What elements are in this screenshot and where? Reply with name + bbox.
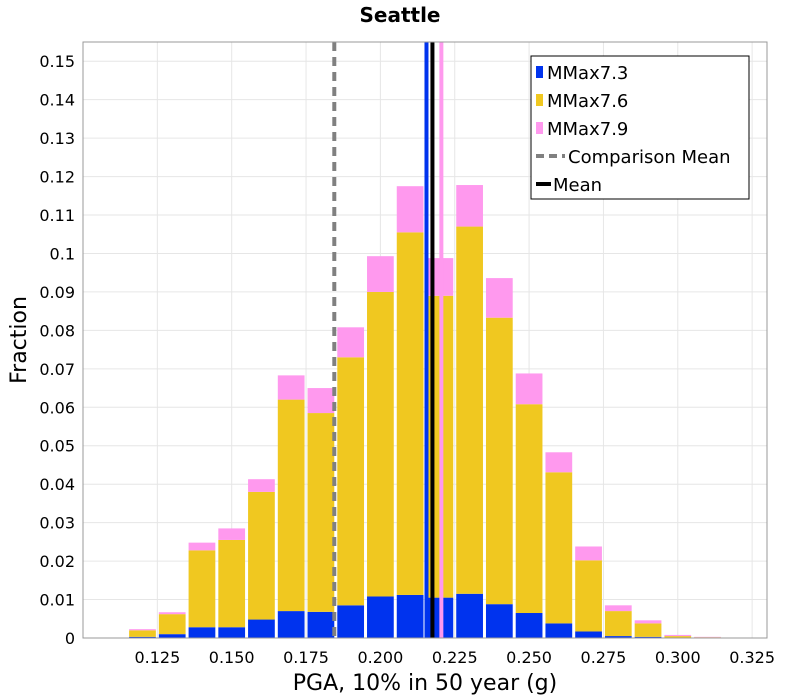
bar-mmax7-6-1 <box>158 614 186 635</box>
y-tick-label: 0 <box>65 629 75 648</box>
mean-lines <box>332 42 444 638</box>
legend-label-mmax7-9: MMax7.9 <box>547 119 628 140</box>
bar-mmax7-6-18 <box>664 636 692 638</box>
bar-mmax7-3-17 <box>634 636 662 638</box>
bar-mmax7-6-7 <box>337 357 365 606</box>
bar-mmax7-3-0 <box>129 636 156 638</box>
bar-mmax7-9-16 <box>604 605 632 612</box>
bar-mmax7-9-3 <box>218 528 246 540</box>
bar-mmax7-6-16 <box>604 611 632 637</box>
legend-swatch-mmax7-6 <box>536 94 543 106</box>
legend-label-comparison-mean: Comparison Mean <box>568 147 731 168</box>
bar-mmax7-9-2 <box>188 542 216 551</box>
bar-mmax7-6-8 <box>367 291 394 597</box>
bar-mmax7-3-13 <box>515 613 543 638</box>
bar-mmax7-3-2 <box>188 627 216 638</box>
y-tick-label: 0.03 <box>39 514 75 533</box>
y-tick-label: 0.06 <box>39 398 75 417</box>
bar-mmax7-9-5 <box>277 375 305 400</box>
y-tick-label: 0.12 <box>39 168 75 187</box>
y-tick-label: 0.05 <box>39 437 75 456</box>
bar-mmax7-3-1 <box>158 634 186 638</box>
y-tick-label: 0.08 <box>39 321 75 340</box>
y-tick-label: 0.04 <box>39 475 75 494</box>
y-tick-label: 0.1 <box>50 244 75 263</box>
y-tick-label: 0.07 <box>39 360 75 379</box>
y-tick-label: 0.13 <box>39 129 75 148</box>
bar-mmax7-3-4 <box>248 619 275 638</box>
y-tick-label: 0.14 <box>39 91 75 110</box>
bar-mmax7-3-3 <box>218 627 246 638</box>
bar-mmax7-6-14 <box>545 472 573 624</box>
plot-frame <box>82 41 768 639</box>
bar-mmax7-6-13 <box>515 404 543 614</box>
x-tick-label: 0.125 <box>134 648 180 667</box>
bar-mmax7-6-3 <box>218 539 246 628</box>
bar-mmax7-9-4 <box>248 479 275 492</box>
x-tick-label: 0.200 <box>357 648 403 667</box>
x-tick-label: 0.325 <box>729 648 775 667</box>
y-tick-label: 0.02 <box>39 552 75 571</box>
x-tick-label: 0.175 <box>283 648 329 667</box>
bar-mmax7-3-15 <box>575 631 602 638</box>
y-tick-label: 0.11 <box>39 206 75 225</box>
bar-mmax7-9-15 <box>575 546 602 561</box>
bar-mmax7-9-7 <box>337 327 365 358</box>
y-axis-label: Fraction <box>7 296 32 384</box>
bar-mmax7-6-6 <box>307 413 335 612</box>
y-tick-label: 0.15 <box>39 52 75 71</box>
legend-swatch-mmax7-3 <box>536 66 543 78</box>
bar-mmax7-3-5 <box>277 611 305 638</box>
bars <box>129 185 721 638</box>
bar-mmax7-9-17 <box>634 620 662 624</box>
legend-label-mmax7-6: MMax7.6 <box>547 91 628 112</box>
bar-mmax7-9-6 <box>307 388 335 414</box>
y-tick-labels: 0 0.01 0.02 0.03 0.04 0.05 0.06 0.07 0.08 0.09 0.1… <box>39 52 75 648</box>
bar-mmax7-6-12 <box>485 317 513 605</box>
bar-mmax7-9-0 <box>129 629 156 631</box>
bar-mmax7-3-14 <box>545 623 573 638</box>
y-tick-label: 0.01 <box>39 591 75 610</box>
x-axis-label: PGA, 10% in 50 year (g) <box>293 671 557 696</box>
legend-swatch-mmax7-9 <box>536 122 543 134</box>
bar-mmax7-3-6 <box>307 611 335 638</box>
bar-mmax7-6-2 <box>188 550 216 628</box>
x-tick-label: 0.150 <box>209 648 255 667</box>
bar-mmax7-3-11 <box>456 593 483 638</box>
bar-mmax7-9-14 <box>545 452 573 473</box>
bar-mmax7-3-8 <box>367 596 394 638</box>
x-tick-labels: 0.125 0.150 0.175 0.200 0.225 0.250 0.275 0.300… <box>134 648 775 667</box>
bar-mmax7-3-7 <box>337 605 365 638</box>
bar-mmax7-9-12 <box>485 278 513 318</box>
bar-mmax7-3-12 <box>485 604 513 638</box>
x-tick-label: 0.250 <box>506 648 552 667</box>
x-tick-label: 0.225 <box>432 648 478 667</box>
bar-mmax7-6-9 <box>396 232 424 595</box>
bar-mmax7-6-17 <box>634 623 662 637</box>
bar-mmax7-6-11 <box>456 226 483 594</box>
bar-mmax7-3-9 <box>396 594 424 638</box>
bar-mmax7-3-16 <box>604 636 632 638</box>
bar-mmax7-9-13 <box>515 373 543 405</box>
legend-label-mmax7-3: MMax7.3 <box>547 63 628 84</box>
bar-mmax7-9-8 <box>367 256 394 292</box>
legend-box <box>530 55 750 200</box>
bar-mmax7-6-0 <box>129 630 156 637</box>
x-tick-label: 0.275 <box>581 648 627 667</box>
legend: MMax7.3 MMax7.6 MMax7.9 Comparison Mean Mean <box>530 55 750 200</box>
bar-mmax7-9-9 <box>396 186 424 233</box>
bar-mmax7-6-4 <box>248 491 275 620</box>
chart-title: Seattle <box>359 3 440 27</box>
bar-mmax7-9-1 <box>158 612 186 615</box>
x-tick-label: 0.300 <box>655 648 701 667</box>
bar-mmax7-9-11 <box>456 185 483 227</box>
legend-label-mean: Mean <box>553 175 602 196</box>
bar-mmax7-9-18 <box>664 634 692 637</box>
y-tick-label: 0.09 <box>39 283 75 302</box>
bar-mmax7-6-15 <box>575 560 602 632</box>
bar-mmax7-6-5 <box>277 399 305 612</box>
